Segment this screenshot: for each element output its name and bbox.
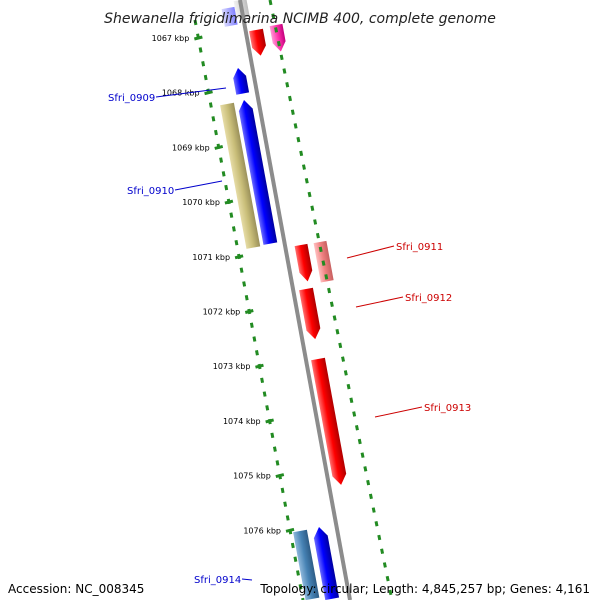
tick-mark <box>265 418 275 424</box>
forward-track-dots <box>268 0 393 596</box>
map-title: Shewanella frigidimarina NCIMB 400, comp… <box>104 11 496 27</box>
tick-label: 1076 kbp <box>243 526 281 535</box>
tick-mark <box>234 254 244 260</box>
forward-gene-arrow <box>311 357 347 485</box>
forward-gene-arrow <box>299 287 321 340</box>
forward-gene-arrow <box>249 28 266 56</box>
reverse-gene-arrow <box>233 68 250 95</box>
forward-gene-arrow <box>294 243 313 282</box>
topology-text: Topology: circular; Length: 4,845,257 bp… <box>260 582 590 596</box>
tick-mark <box>255 363 264 369</box>
tick-mark <box>214 144 224 150</box>
tick-label: 1074 kbp <box>223 417 261 426</box>
gene-leader-line <box>374 406 423 418</box>
forward-gene-arrow <box>269 23 286 52</box>
gene-leader-line <box>174 180 223 191</box>
gene-leader-line <box>155 87 227 98</box>
tick-mark <box>244 309 254 314</box>
tick-mark <box>204 90 213 96</box>
gene-label: Sfri_0910 <box>127 186 174 197</box>
tick-mark <box>275 473 285 479</box>
tick-label: 1067 kbp <box>152 34 190 43</box>
accession-text: Accession: NC_008345 <box>8 582 145 596</box>
backbone-line <box>238 0 352 600</box>
gene-label: Sfri_0911 <box>396 242 443 253</box>
tick-label: 1071 kbp <box>192 253 230 262</box>
tick-label: 1068 kbp <box>162 89 200 98</box>
tick-label: 1073 kbp <box>213 362 251 371</box>
gene-label: Sfri_0913 <box>424 403 471 414</box>
tick-mark <box>224 199 234 205</box>
reverse-gene-arrow <box>313 527 340 600</box>
gene-leader-line <box>241 578 253 581</box>
tick-mark <box>285 527 295 533</box>
gene-label: Sfri_0909 <box>108 93 155 104</box>
gene-label: Sfri_0912 <box>405 293 452 304</box>
gene-label: Sfri_0914 <box>194 575 241 586</box>
tick-label: 1069 kbp <box>172 143 210 152</box>
reverse-gene-arrow <box>293 529 320 600</box>
tick-label: 1070 kbp <box>182 198 220 207</box>
gene-leader-line <box>355 296 404 308</box>
gene-leader-line <box>346 245 395 259</box>
reverse-gene-arrow <box>221 6 238 27</box>
reverse-gene-arrow <box>238 100 278 245</box>
tick-mark <box>193 35 203 41</box>
tick-label: 1075 kbp <box>233 472 271 481</box>
tick-label: 1072 kbp <box>203 308 241 317</box>
reverse-gene-arrow <box>220 102 261 249</box>
